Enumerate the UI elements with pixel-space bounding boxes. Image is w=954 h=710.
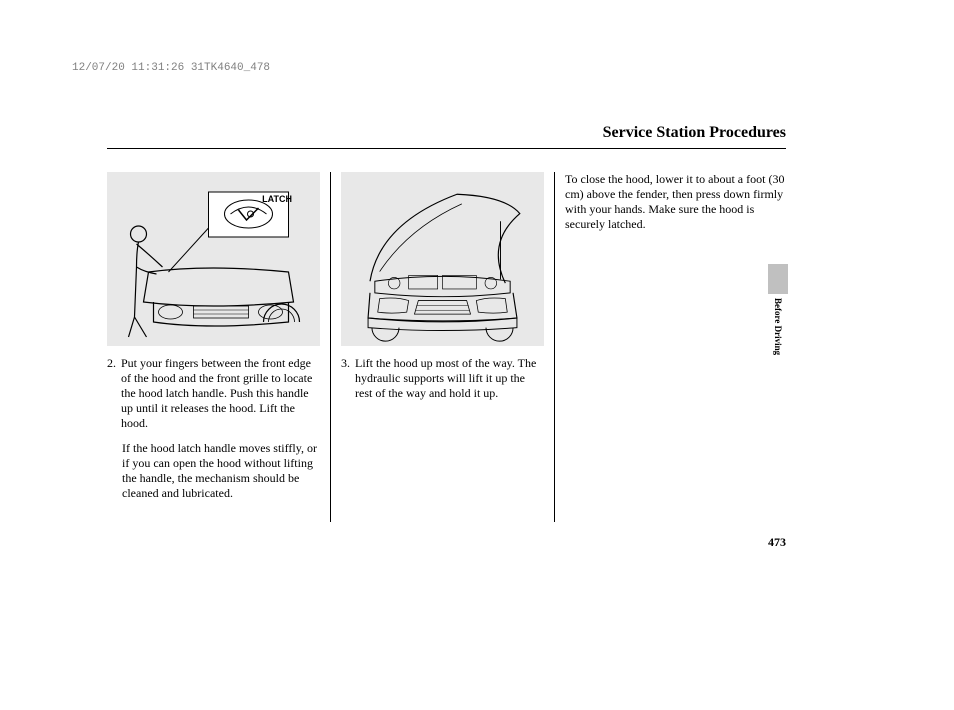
column-2: 3. Lift the hood up most of the way. The…	[331, 172, 555, 522]
column-3: To close the hood, lower it to about a f…	[555, 172, 787, 522]
page-title: Service Station Procedures	[603, 124, 786, 142]
title-rule	[107, 148, 786, 149]
step-2-text: Put your fingers between the front edge …	[121, 356, 320, 431]
content-columns: LATCH	[107, 172, 787, 522]
step-2-note: If the hood latch handle moves stiffly, …	[122, 441, 320, 501]
page-number: 473	[768, 535, 786, 550]
step-2-number: 2.	[107, 356, 116, 431]
step-3: 3. Lift the hood up most of the way. The…	[341, 356, 544, 401]
step-2: 2. Put your fingers between the front ed…	[107, 356, 320, 431]
figure-latch: LATCH	[107, 172, 320, 346]
side-tab	[768, 264, 788, 294]
column-1: LATCH	[107, 172, 331, 522]
close-hood-text: To close the hood, lower it to about a f…	[565, 172, 787, 232]
step-3-number: 3.	[341, 356, 350, 401]
timestamp-header: 12/07/20 11:31:26 31TK4640_478	[72, 62, 270, 74]
figure-hood-open	[341, 172, 544, 346]
hood-open-illustration	[341, 172, 544, 346]
step-3-text: Lift the hood up most of the way. The hy…	[355, 356, 544, 401]
section-label: Before Driving	[773, 298, 783, 355]
latch-label: LATCH	[262, 194, 292, 205]
